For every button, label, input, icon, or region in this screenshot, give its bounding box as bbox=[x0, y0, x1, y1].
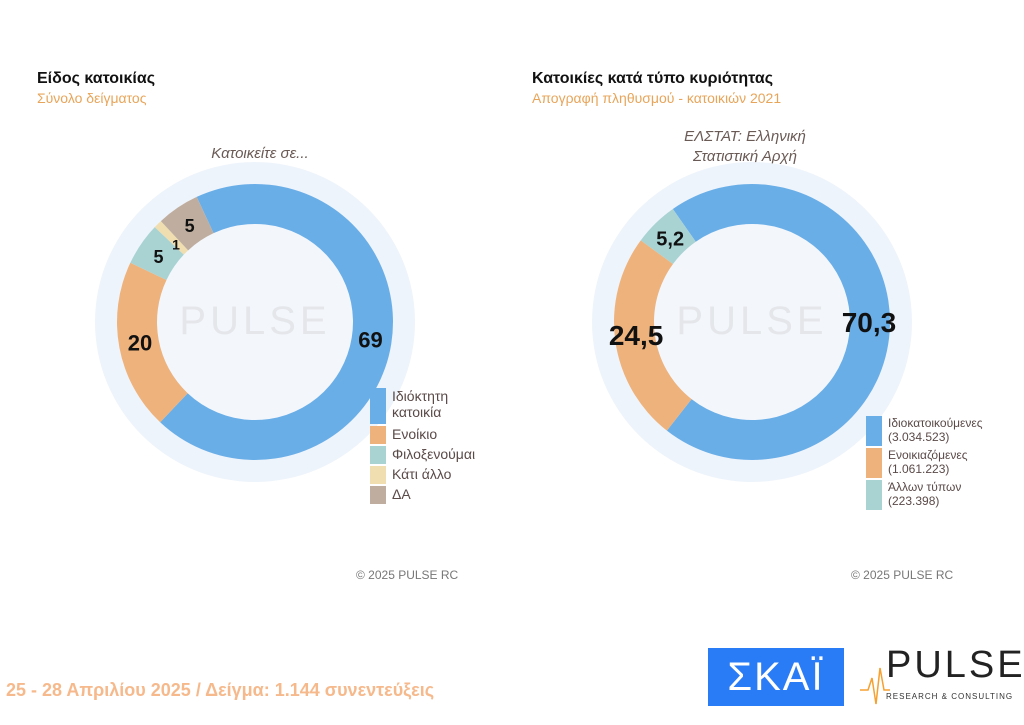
legend-swatch bbox=[370, 466, 386, 484]
data-label: 1 bbox=[172, 237, 180, 253]
chart1-caption: Κατοικείτε σε... bbox=[211, 145, 309, 162]
legend-swatch bbox=[866, 480, 882, 510]
donut-segment bbox=[130, 227, 184, 280]
skai-logo: ΣΚΑΪ bbox=[708, 648, 844, 706]
data-label: 69 bbox=[358, 328, 382, 353]
donut-chart-2: 70,3 24,5 5,2 PULSE bbox=[592, 162, 912, 482]
chart2-title: Κατοικίες κατά τύπο κυριότητας bbox=[532, 70, 774, 87]
footer-text: 25 - 28 Απριλίου 2025 / Δείγμα: 1.144 συ… bbox=[6, 680, 435, 700]
data-label: 5 bbox=[153, 247, 163, 267]
chart1-subtitle: Σύνολο δείγματος bbox=[37, 90, 147, 106]
legend-label: Ενοικιαζόμενες (1.061.223) bbox=[888, 448, 968, 476]
pulse-logo: PULSE RESEARCH & CONSULTING bbox=[860, 644, 1023, 708]
donut-segment bbox=[160, 183, 393, 460]
legend-item: ΔΑ bbox=[370, 486, 510, 504]
data-label: 5 bbox=[185, 216, 195, 236]
legend-label: Ενοίκιο bbox=[392, 426, 438, 442]
pulse-wave-icon bbox=[860, 667, 890, 705]
legend-item: Ενοικιαζόμενες (1.061.223) bbox=[866, 448, 1016, 478]
donut-segment bbox=[640, 208, 696, 265]
legend-label: Ιδιόκτητη κατοικία bbox=[392, 388, 449, 420]
donut-segment bbox=[160, 196, 214, 251]
pulse-watermark: PULSE bbox=[179, 299, 330, 343]
legend-label: Άλλων τύπων (223.398) bbox=[888, 480, 962, 508]
legend-item: Φιλοξενούμαι bbox=[370, 446, 510, 464]
chart1-copyright: © 2025 PULSE RC bbox=[356, 568, 459, 582]
donut-chart-1: 69 20 515 PULSE bbox=[95, 162, 415, 482]
data-label: 24,5 bbox=[609, 320, 664, 351]
donut-segment bbox=[154, 221, 189, 255]
legend-label: Φιλοξενούμαι bbox=[392, 446, 476, 462]
legend-label: Ιδιοκατοικούμενες (3.034.523) bbox=[888, 416, 983, 444]
pulse-watermark: PULSE bbox=[676, 299, 827, 343]
legend-label: Κάτι άλλο bbox=[392, 466, 452, 482]
legend-item: Άλλων τύπων (223.398) bbox=[866, 480, 1016, 510]
legend-item: Ενοίκιο bbox=[370, 426, 510, 444]
donut-segment bbox=[117, 262, 188, 423]
legend-swatch bbox=[866, 448, 882, 478]
legend-swatch bbox=[370, 486, 386, 504]
legend-swatch bbox=[370, 446, 386, 464]
data-label: 70,3 bbox=[842, 307, 897, 338]
legend-item: Ιδιόκτητη κατοικία bbox=[370, 388, 510, 424]
chart2-copyright: © 2025 PULSE RC bbox=[851, 568, 954, 582]
chart1-title: Είδος κατοικίας bbox=[37, 70, 156, 87]
legend-swatch bbox=[370, 426, 386, 444]
legend-label: ΔΑ bbox=[392, 486, 411, 502]
data-label: 20 bbox=[128, 331, 152, 356]
donut-hole bbox=[157, 224, 353, 420]
legend-item: Ιδιοκατοικούμενες (3.034.523) bbox=[866, 416, 1016, 446]
data-label: 5,2 bbox=[656, 228, 684, 250]
donut-segment bbox=[666, 184, 891, 460]
chart2-caption: ΕΛΣΤΑΤ: Ελληνική Στατιστική Αρχή bbox=[684, 128, 806, 165]
legend-item: Κάτι άλλο bbox=[370, 466, 510, 484]
legend-swatch bbox=[370, 388, 386, 424]
chart1-legend: Ιδιόκτητη κατοικία Ενοίκιο Φιλοξενούμαι Κάτ… bbox=[370, 388, 510, 506]
chart2-subtitle: Απογραφή πληθυσμού - κατοικιών 2021 bbox=[532, 90, 782, 106]
chart2-legend: Ιδιοκατοικούμενες (3.034.523) Ενοικιαζόμε… bbox=[866, 416, 1016, 512]
donut-segment bbox=[614, 240, 692, 431]
donut-hole bbox=[654, 224, 850, 420]
legend-swatch bbox=[866, 416, 882, 446]
